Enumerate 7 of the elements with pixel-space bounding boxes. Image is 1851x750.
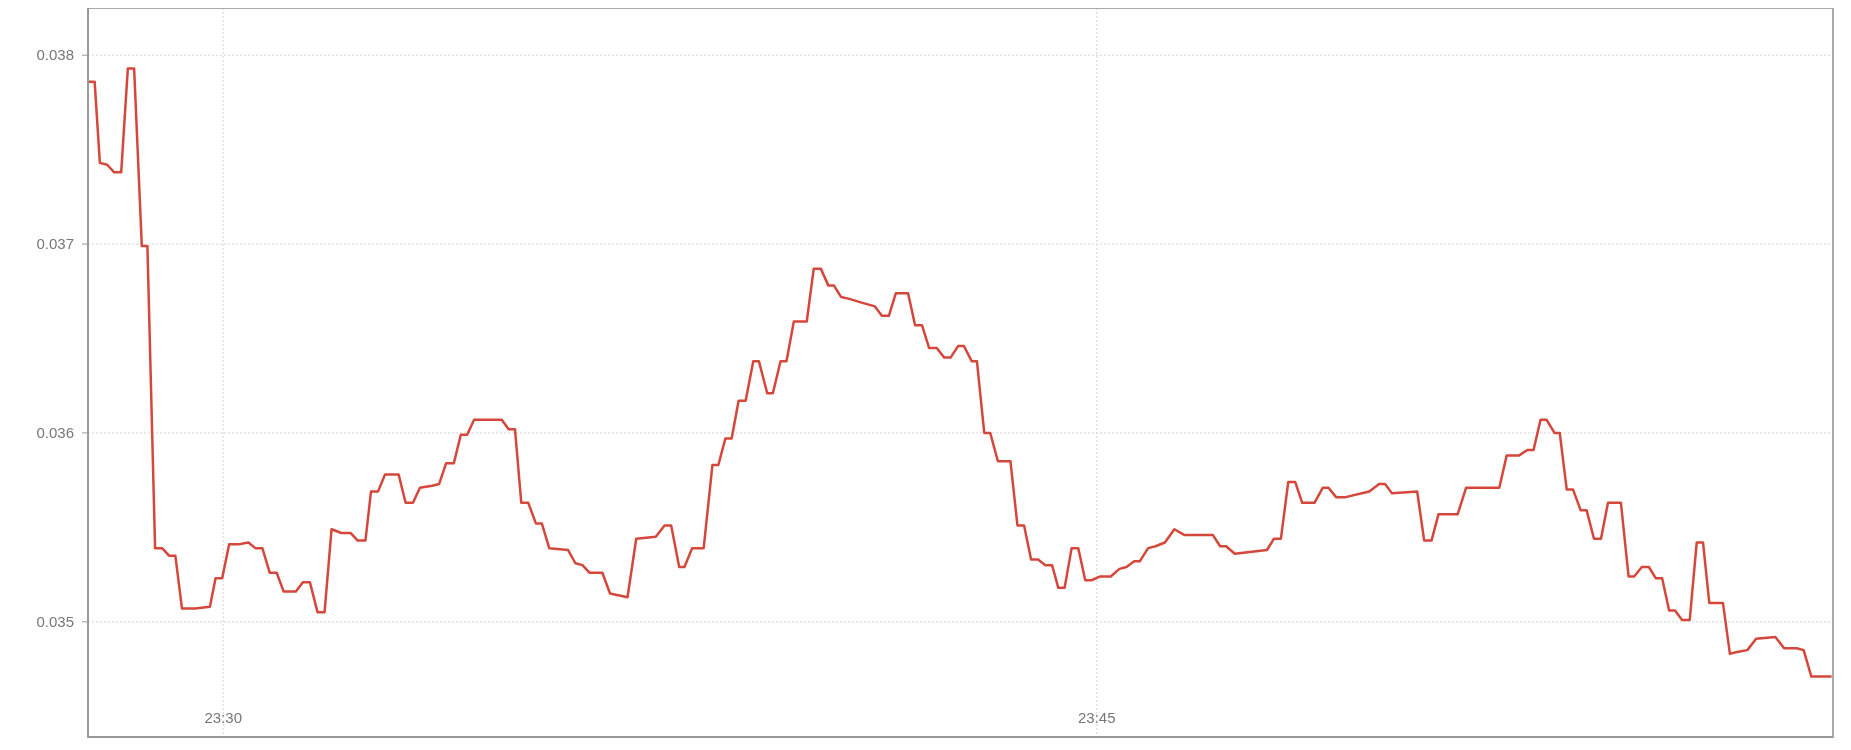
line-series xyxy=(88,67,1833,678)
y-tick-label: 0.035 xyxy=(36,612,74,630)
y-tick-label: 0.037 xyxy=(36,235,74,253)
y-tick-label: 0.036 xyxy=(36,423,74,441)
x-tick-label: 23:45 xyxy=(1078,709,1116,726)
x-tick-label: 23:30 xyxy=(204,709,242,726)
y-tick-label: 0.038 xyxy=(36,46,74,64)
